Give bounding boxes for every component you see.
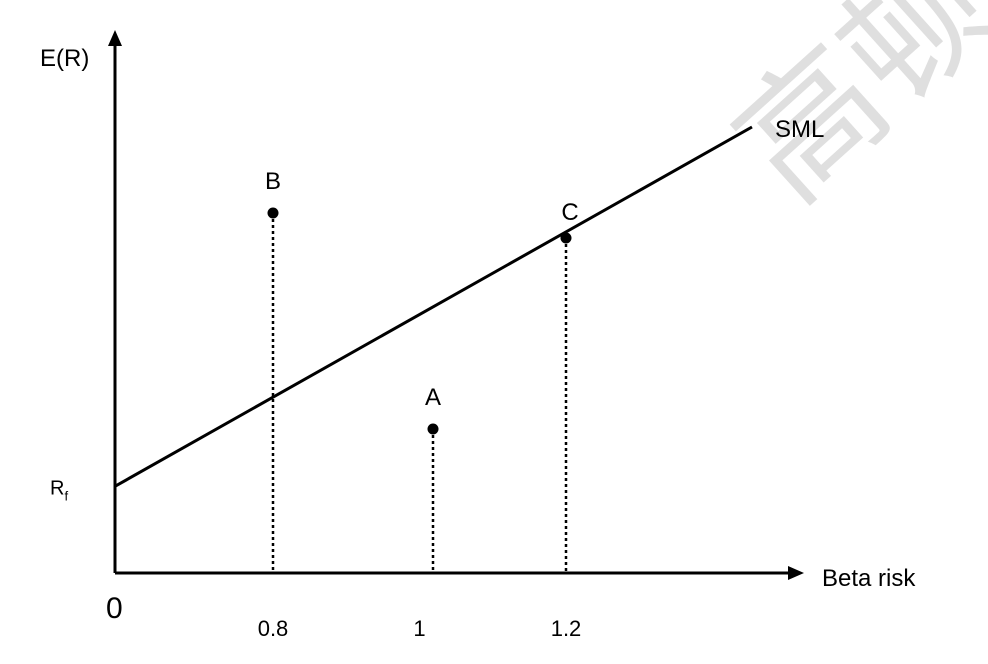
x-tick-labels: 0.8 1 1.2	[258, 616, 582, 641]
point-c	[560, 232, 572, 244]
origin-label: 0	[106, 592, 123, 625]
y-axis-label: E(R)	[40, 45, 89, 72]
data-points: B A C	[265, 168, 579, 435]
point-label-a: A	[425, 384, 441, 411]
watermark: 高顿	[707, 0, 988, 229]
point-a	[427, 423, 439, 435]
x-axis-label: Beta risk	[822, 565, 916, 592]
x-tick-label: 1	[413, 616, 425, 641]
rf-label-main: R	[50, 477, 64, 499]
point-label-c: C	[561, 199, 578, 226]
x-tick-label: 0.8	[258, 616, 289, 641]
rf-label-subscript: f	[64, 488, 68, 503]
watermark-text: 高顿	[707, 0, 988, 229]
drop-lines	[271, 213, 568, 573]
rf-label: Rf	[50, 477, 68, 503]
point-label-b: B	[265, 168, 281, 195]
series-lines: SML	[114, 116, 824, 488]
x-tick-label: 1.2	[551, 616, 582, 641]
point-b	[267, 207, 279, 219]
y-axis-arrow	[108, 30, 122, 46]
sml-line	[114, 125, 753, 488]
x-axis-arrow	[788, 566, 804, 580]
sml-label: SML	[775, 116, 824, 143]
